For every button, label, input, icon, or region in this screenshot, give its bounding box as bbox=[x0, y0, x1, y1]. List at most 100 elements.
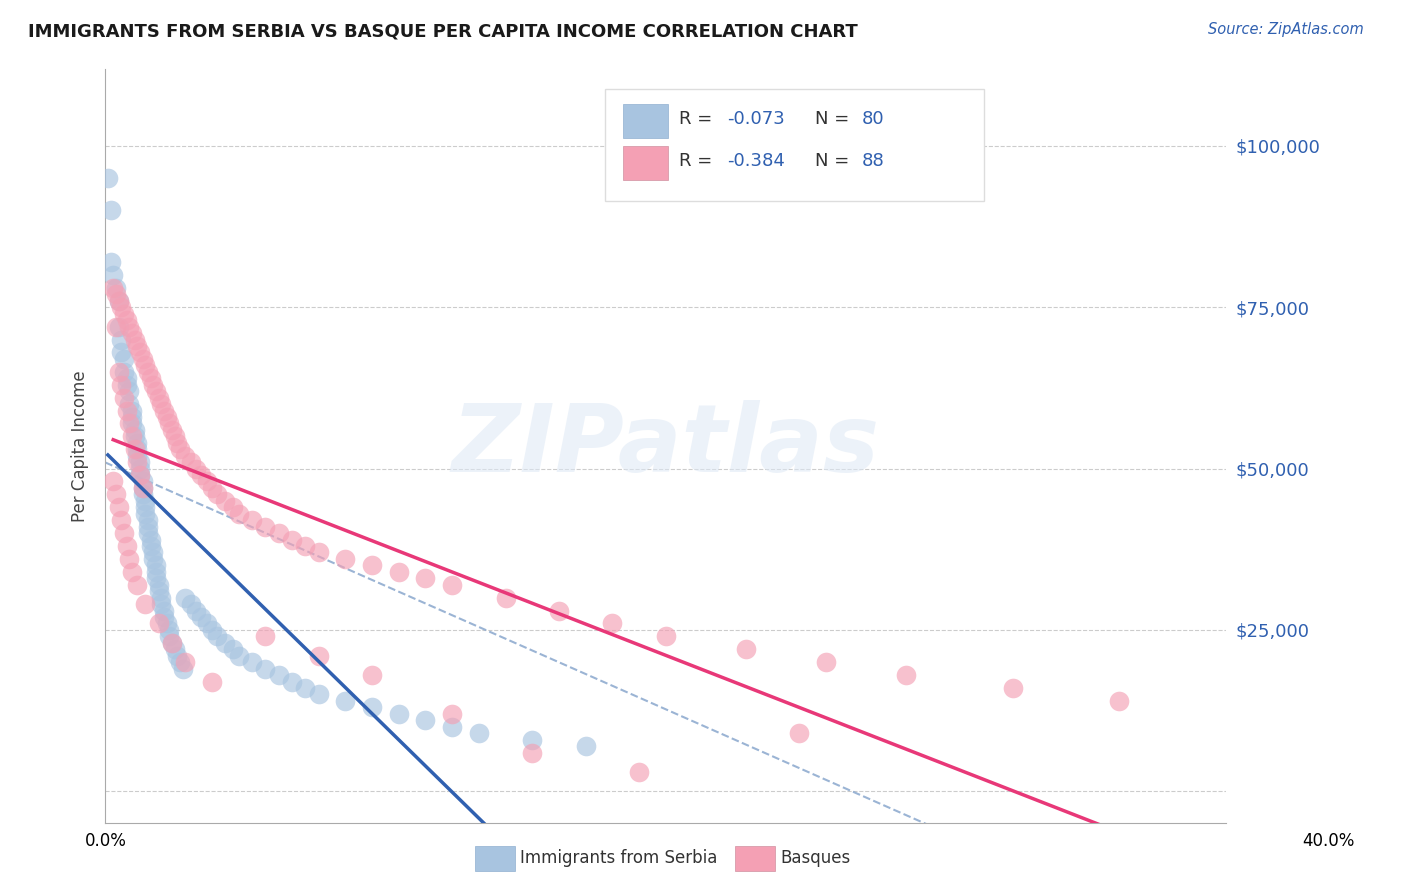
Point bbox=[281, 674, 304, 689]
Point bbox=[107, 293, 129, 308]
Point bbox=[267, 668, 290, 682]
Point bbox=[118, 397, 141, 411]
Point bbox=[153, 603, 176, 617]
Point bbox=[1108, 694, 1130, 708]
Point bbox=[97, 171, 120, 186]
Point bbox=[174, 449, 197, 463]
Point bbox=[734, 642, 756, 657]
Point bbox=[124, 442, 146, 457]
Point bbox=[145, 565, 167, 579]
Point bbox=[600, 616, 623, 631]
Point bbox=[308, 648, 330, 663]
Text: -0.073: -0.073 bbox=[727, 110, 785, 128]
Point bbox=[110, 513, 132, 527]
Point bbox=[142, 545, 165, 559]
Point bbox=[121, 403, 143, 417]
Point bbox=[441, 578, 464, 592]
Point bbox=[254, 662, 277, 676]
Point bbox=[112, 391, 135, 405]
Point bbox=[142, 552, 165, 566]
Point bbox=[254, 519, 277, 533]
Point bbox=[129, 461, 152, 475]
Point bbox=[441, 720, 464, 734]
Point bbox=[240, 655, 263, 669]
Point bbox=[134, 500, 156, 515]
Point bbox=[100, 255, 122, 269]
Point bbox=[166, 648, 188, 663]
Point bbox=[195, 616, 218, 631]
Point bbox=[169, 442, 191, 457]
Point bbox=[468, 726, 491, 740]
Point bbox=[150, 597, 173, 611]
Point bbox=[115, 403, 138, 417]
Point bbox=[115, 539, 138, 553]
Point bbox=[160, 423, 183, 437]
Point bbox=[127, 449, 149, 463]
Text: -0.384: -0.384 bbox=[727, 152, 785, 169]
Point bbox=[335, 694, 357, 708]
Point bbox=[104, 287, 127, 301]
Text: N =: N = bbox=[815, 110, 855, 128]
Point bbox=[112, 526, 135, 541]
Text: R =: R = bbox=[679, 152, 718, 169]
Point bbox=[894, 668, 917, 682]
Point bbox=[169, 655, 191, 669]
Point bbox=[112, 351, 135, 366]
Point bbox=[160, 636, 183, 650]
Point bbox=[127, 442, 149, 457]
Point bbox=[201, 623, 224, 637]
Point bbox=[131, 487, 153, 501]
Point bbox=[415, 713, 437, 727]
Point bbox=[127, 339, 149, 353]
Point bbox=[134, 493, 156, 508]
Point bbox=[131, 481, 153, 495]
Point bbox=[110, 300, 132, 314]
Point bbox=[134, 597, 156, 611]
Point bbox=[104, 487, 127, 501]
Text: 80: 80 bbox=[862, 110, 884, 128]
Point bbox=[103, 281, 125, 295]
Point bbox=[157, 417, 180, 431]
Point bbox=[174, 591, 197, 605]
Text: Immigrants from Serbia: Immigrants from Serbia bbox=[520, 849, 717, 867]
Text: ZIPatlas: ZIPatlas bbox=[451, 400, 880, 492]
Point bbox=[121, 409, 143, 424]
Point bbox=[201, 674, 224, 689]
Point bbox=[163, 429, 186, 443]
Text: N =: N = bbox=[815, 152, 855, 169]
Point bbox=[157, 629, 180, 643]
Point bbox=[136, 526, 159, 541]
Point bbox=[134, 359, 156, 373]
Point bbox=[160, 636, 183, 650]
Text: 88: 88 bbox=[862, 152, 884, 169]
Point bbox=[121, 565, 143, 579]
Point bbox=[129, 468, 152, 483]
Point bbox=[153, 610, 176, 624]
Point bbox=[184, 603, 207, 617]
Point bbox=[574, 739, 596, 753]
Point bbox=[127, 435, 149, 450]
Point bbox=[136, 519, 159, 533]
Point bbox=[814, 655, 837, 669]
Point bbox=[121, 326, 143, 340]
Point bbox=[180, 597, 202, 611]
Point bbox=[112, 307, 135, 321]
Point bbox=[267, 526, 290, 541]
Point bbox=[228, 648, 250, 663]
Point bbox=[214, 636, 236, 650]
Point bbox=[129, 345, 152, 359]
Point bbox=[787, 726, 810, 740]
Point bbox=[118, 552, 141, 566]
Point bbox=[107, 365, 129, 379]
Point bbox=[118, 319, 141, 334]
Point bbox=[388, 706, 411, 721]
Point bbox=[150, 397, 173, 411]
Point bbox=[103, 475, 125, 489]
Point bbox=[139, 371, 162, 385]
Point bbox=[150, 591, 173, 605]
Point bbox=[145, 558, 167, 573]
Point bbox=[294, 539, 316, 553]
Point bbox=[361, 668, 384, 682]
Point bbox=[522, 732, 544, 747]
Text: Source: ZipAtlas.com: Source: ZipAtlas.com bbox=[1208, 22, 1364, 37]
